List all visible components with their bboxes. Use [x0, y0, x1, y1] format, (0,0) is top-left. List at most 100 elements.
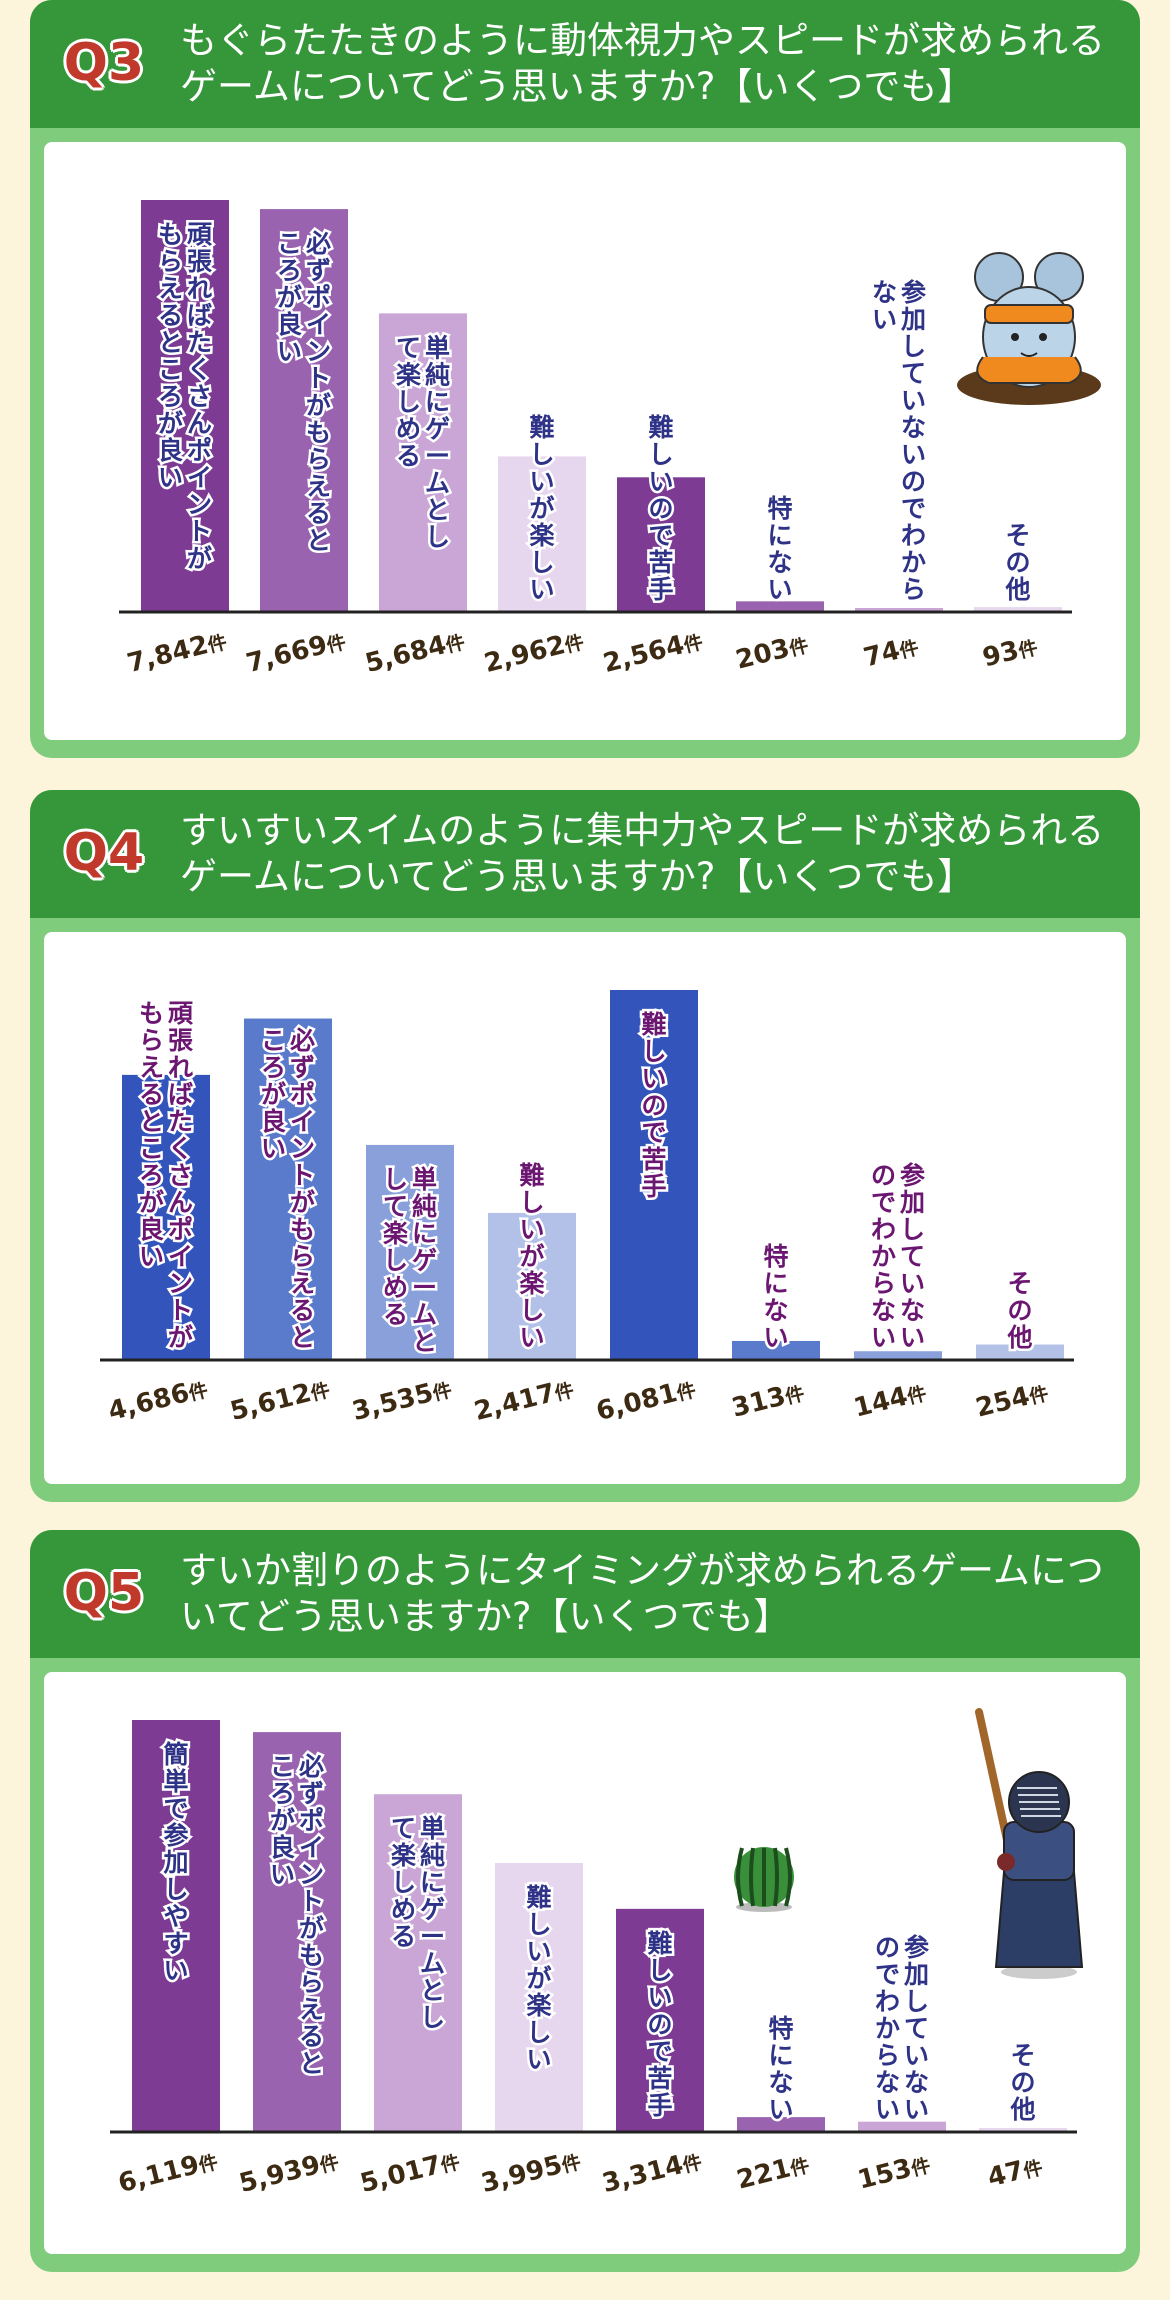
svg-text:そ: そ — [1007, 1269, 1032, 1298]
svg-text:ら: ら — [299, 1968, 324, 1997]
bar-7 — [855, 608, 943, 612]
svg-text:ゲ: ゲ — [412, 1246, 437, 1275]
svg-text:し: し — [901, 332, 926, 361]
bar-4 — [498, 456, 586, 612]
svg-text:め: め — [396, 414, 421, 443]
bar-1 — [122, 1074, 210, 1360]
value-label-2: 7,669件 — [243, 625, 349, 679]
svg-text:わ: わ — [871, 1215, 896, 1244]
category-label-8: その他 — [1002, 519, 1033, 607]
svg-text:し: し — [904, 1987, 929, 2016]
svg-text:か: か — [901, 548, 926, 577]
bar-7 — [858, 2121, 946, 2132]
svg-text:ろ: ろ — [139, 1161, 164, 1190]
bar-3 — [366, 1144, 454, 1360]
svg-text:単: 単 — [163, 1767, 188, 1796]
svg-text:良: 良 — [261, 1107, 286, 1136]
svg-text:る: る — [290, 1296, 315, 1325]
q5-header: Q5 すいか割りのようにタイミングが求められるゲームについてどう思いますか?【い… — [30, 1530, 1140, 1658]
bar-5 — [610, 990, 698, 1360]
svg-text:ン: ン — [306, 337, 331, 366]
q5-question: すいか割りのようにタイミングが求められるゲームについてどう思いますか?【いくつで… — [180, 1549, 1104, 1638]
svg-text:ず: ず — [306, 256, 331, 285]
value-label-8: 93件 — [980, 631, 1041, 673]
svg-text:ん: ん — [187, 409, 212, 438]
value-label-3: 5,017件 — [357, 2145, 463, 2199]
svg-text:も: も — [290, 1215, 315, 1244]
svg-text:が: が — [519, 1242, 544, 1271]
svg-text:い: い — [529, 467, 554, 496]
svg-text:ず: ず — [290, 1053, 315, 1082]
q3-number: Q3 — [63, 33, 145, 93]
svg-text:楽: 楽 — [383, 1219, 409, 1248]
svg-text:良: 良 — [139, 1215, 164, 1244]
value-label-8: 47件 — [985, 2151, 1046, 2193]
bar-1 — [141, 200, 229, 612]
svg-text:る: る — [383, 1300, 408, 1329]
svg-text:そ: そ — [1005, 521, 1030, 550]
svg-text:い: い — [277, 337, 302, 366]
q3-chart-panel: 頑張ればたくさんポイントがもらえるところが良い 7,842件必ずポイントがもらえる… — [44, 142, 1126, 740]
svg-text:ー: ー — [425, 441, 450, 470]
svg-text:ら: ら — [139, 1026, 164, 1055]
svg-text:特: 特 — [767, 494, 792, 523]
q4-question: すいすいスイムのように集中力やスピードが求められるゲームについてどう思いますか?… — [180, 809, 1105, 898]
svg-text:イ: イ — [299, 1833, 324, 1862]
svg-text:な: な — [768, 2068, 793, 2097]
svg-text:る: る — [158, 301, 183, 330]
bar-3 — [379, 313, 467, 612]
svg-text:い: い — [526, 2045, 551, 2074]
svg-text:い: い — [158, 463, 183, 492]
svg-text:ら: ら — [290, 1242, 315, 1271]
svg-text:参: 参 — [904, 1933, 929, 1962]
svg-text:手: 手 — [647, 2091, 672, 2120]
svg-text:イ: イ — [168, 1242, 193, 1271]
svg-text:特: 特 — [763, 1242, 788, 1271]
svg-text:い: い — [875, 2095, 900, 2124]
svg-text:良: 良 — [158, 436, 183, 465]
svg-text:こ: こ — [261, 1026, 286, 1055]
svg-text:苦: 苦 — [647, 2064, 672, 2093]
svg-text:ゲ: ゲ — [420, 1895, 445, 1924]
svg-text:と: と — [290, 1323, 315, 1352]
svg-text:い: い — [872, 305, 897, 334]
svg-text:ム: ム — [420, 1949, 445, 1978]
svg-text:く: く — [168, 1134, 193, 1163]
svg-text:が: が — [168, 1323, 193, 1352]
svg-text:こ: こ — [158, 355, 183, 384]
svg-text:難: 難 — [647, 1929, 672, 1958]
value-label-7: 74件 — [861, 631, 922, 673]
value-label-7: 144件 — [851, 1377, 929, 1424]
svg-text:る: る — [139, 1080, 164, 1109]
bar-6 — [732, 1340, 820, 1360]
svg-text:も: も — [158, 220, 183, 249]
svg-text:ろ: ろ — [277, 256, 302, 285]
svg-text:し: し — [647, 1956, 672, 1985]
svg-text:の: の — [1007, 1296, 1032, 1325]
q4-number: Q4 — [63, 823, 145, 883]
q3-question: もぐらたたきのように動体視力やスピードが求められるゲームについてどう思いますか?… — [180, 19, 1105, 108]
svg-text:ず: ず — [299, 1779, 324, 1808]
value-label-1: 4,686件 — [105, 1373, 211, 1427]
svg-text:い: い — [901, 440, 926, 469]
svg-text:ら: ら — [875, 2041, 900, 2070]
svg-text:た: た — [168, 1107, 193, 1136]
category-label-8: その他 — [1007, 2039, 1038, 2127]
bar-1 — [132, 1720, 220, 2132]
svg-text:苦: 苦 — [641, 1145, 666, 1174]
svg-text:な: な — [875, 2068, 900, 2097]
svg-text:楽: 楽 — [391, 1841, 417, 1870]
q3-header: Q3 もぐらたたきのように動体視力やスピードが求められるゲームについてどう思いま… — [30, 0, 1140, 128]
svg-text:が: が — [261, 1080, 286, 1109]
svg-text:楽: 楽 — [529, 521, 555, 550]
svg-text:て: て — [904, 2014, 929, 2043]
